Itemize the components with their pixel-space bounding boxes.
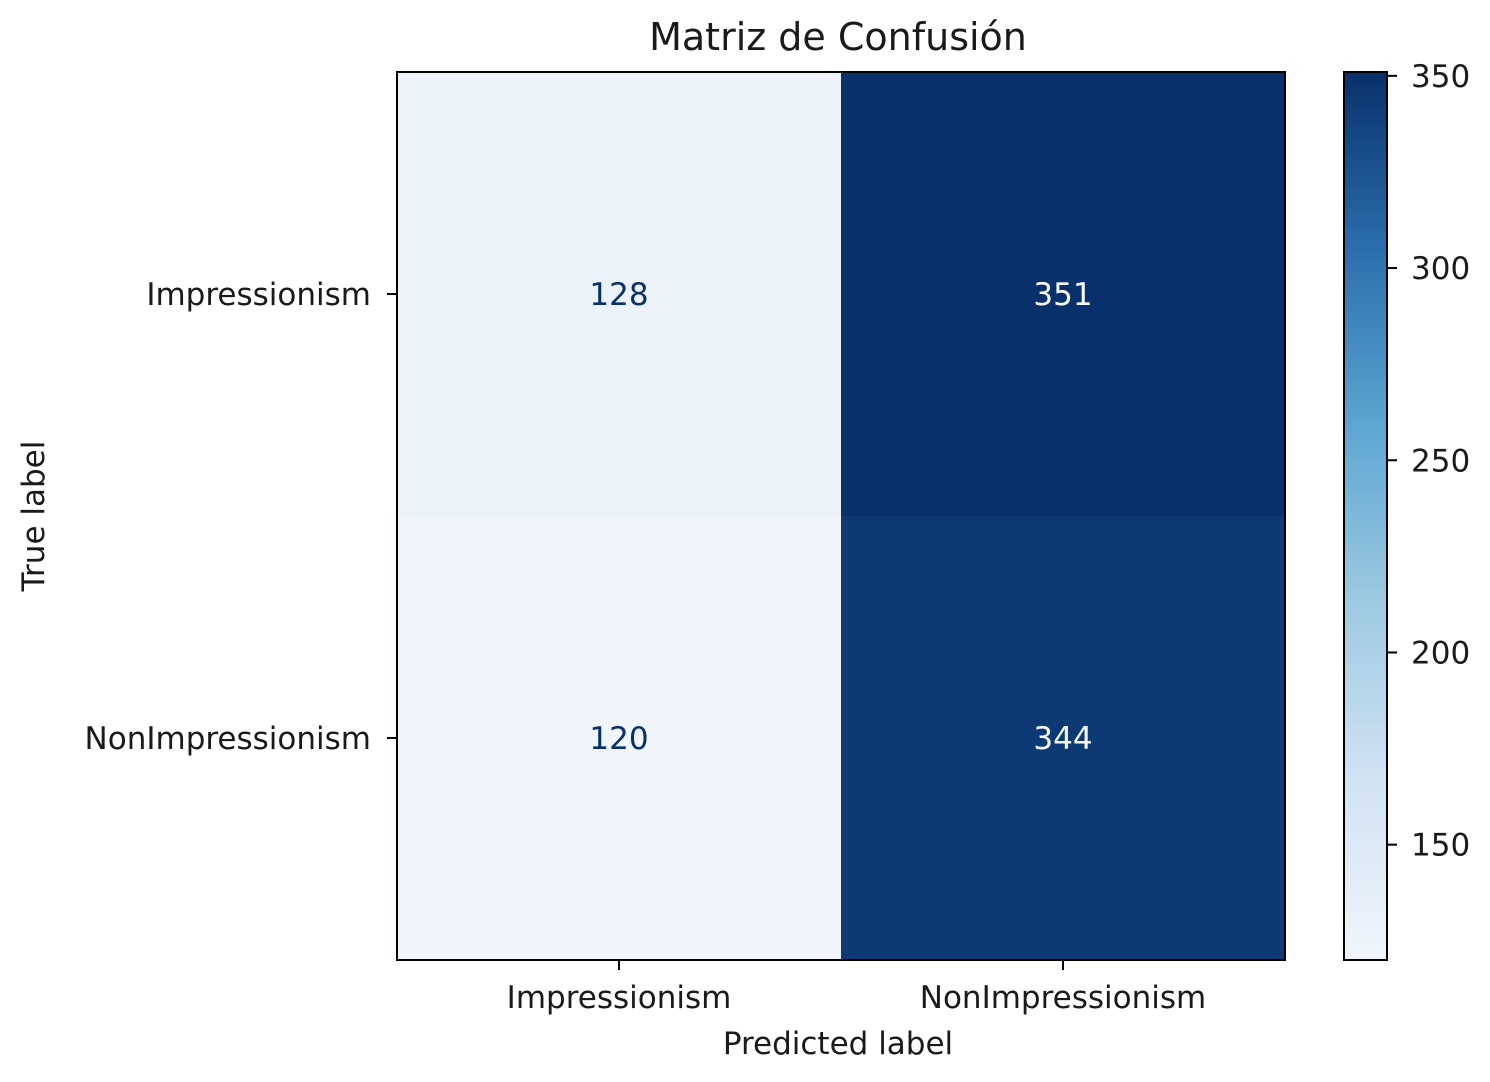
heatmap-cell: [841, 72, 1286, 517]
colorbar-tick-label: 200: [1411, 635, 1470, 671]
y-axis-label: True label: [16, 441, 52, 593]
x-tick-label: Impressionism: [507, 980, 732, 1016]
colorbar-tick-label: 350: [1411, 59, 1470, 95]
heatmap-cell-labels: 128 351 120 344: [589, 277, 1092, 757]
heatmap-cell: [397, 72, 842, 517]
cell-value-label: 128: [589, 277, 648, 313]
heatmap-cell: [397, 516, 842, 961]
cell-value-label: 120: [589, 721, 648, 757]
colorbar-tick-label: 150: [1411, 828, 1470, 864]
colorbar: [1343, 71, 1388, 961]
x-tick-label: NonImpressionism: [920, 980, 1206, 1016]
x-axis-ticks: Impressionism NonImpressionism: [507, 960, 1206, 1016]
heatmap-cells: [397, 72, 1286, 961]
heatmap-cell: [841, 516, 1286, 961]
cell-value-label: 351: [1033, 277, 1092, 313]
cell-value-label: 344: [1033, 721, 1092, 757]
x-axis-label: Predicted label: [723, 1026, 953, 1062]
colorbar-tick-label: 250: [1411, 443, 1470, 479]
chart-title: Matriz de Confusión: [649, 15, 1027, 59]
colorbar-tick-label: 300: [1411, 251, 1470, 287]
plot-frame: [396, 71, 1286, 961]
colorbar-ticks: 150 200 250 300 350: [1387, 59, 1470, 864]
y-tick-label: NonImpressionism: [85, 721, 371, 757]
y-axis-ticks: Impressionism NonImpressionism: [85, 277, 397, 757]
y-tick-label: Impressionism: [146, 277, 371, 313]
